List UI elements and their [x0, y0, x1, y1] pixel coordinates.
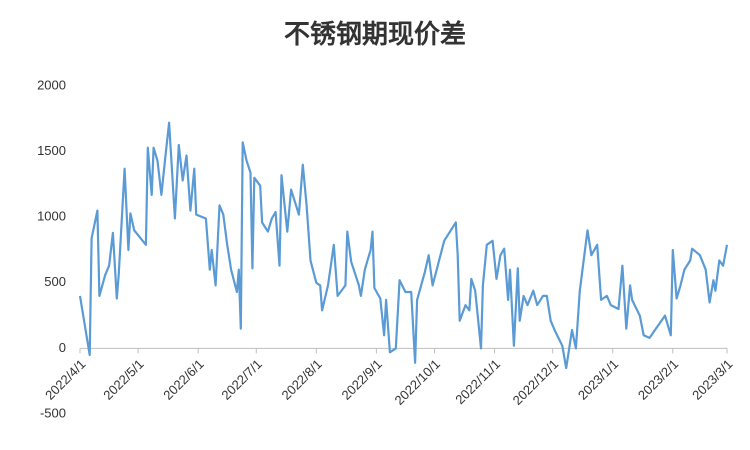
y-tick-label: 0 [59, 340, 66, 355]
y-tick-label: 1000 [37, 209, 66, 224]
x-tick-label: 2022/6/1 [160, 356, 206, 402]
x-tick-label: 2022/7/1 [218, 356, 264, 402]
y-tick-label: 2000 [37, 77, 66, 92]
x-tick-label: 2022/8/1 [278, 356, 324, 402]
y-tick-label: 1500 [37, 143, 66, 158]
x-tick-label: 2023/2/1 [635, 356, 681, 402]
x-tick-label: 2022/5/1 [100, 356, 146, 402]
x-tick-label: 2023/3/1 [689, 356, 735, 402]
y-tick-label: -500 [40, 405, 66, 420]
chart-title: 不锈钢期现价差 [284, 19, 466, 50]
x-tick-label: 2022/10/1 [392, 356, 444, 408]
x-tick-label: 2022/11/1 [452, 356, 503, 407]
x-tick-label: 2022/9/1 [339, 356, 385, 402]
x-tick-label: 2023/1/1 [575, 356, 621, 402]
x-tick-label: 2022/12/1 [510, 356, 562, 408]
y-tick-label: 500 [44, 274, 66, 289]
line-series [78, 121, 729, 370]
x-tick-label: 2022/4/1 [42, 356, 88, 402]
